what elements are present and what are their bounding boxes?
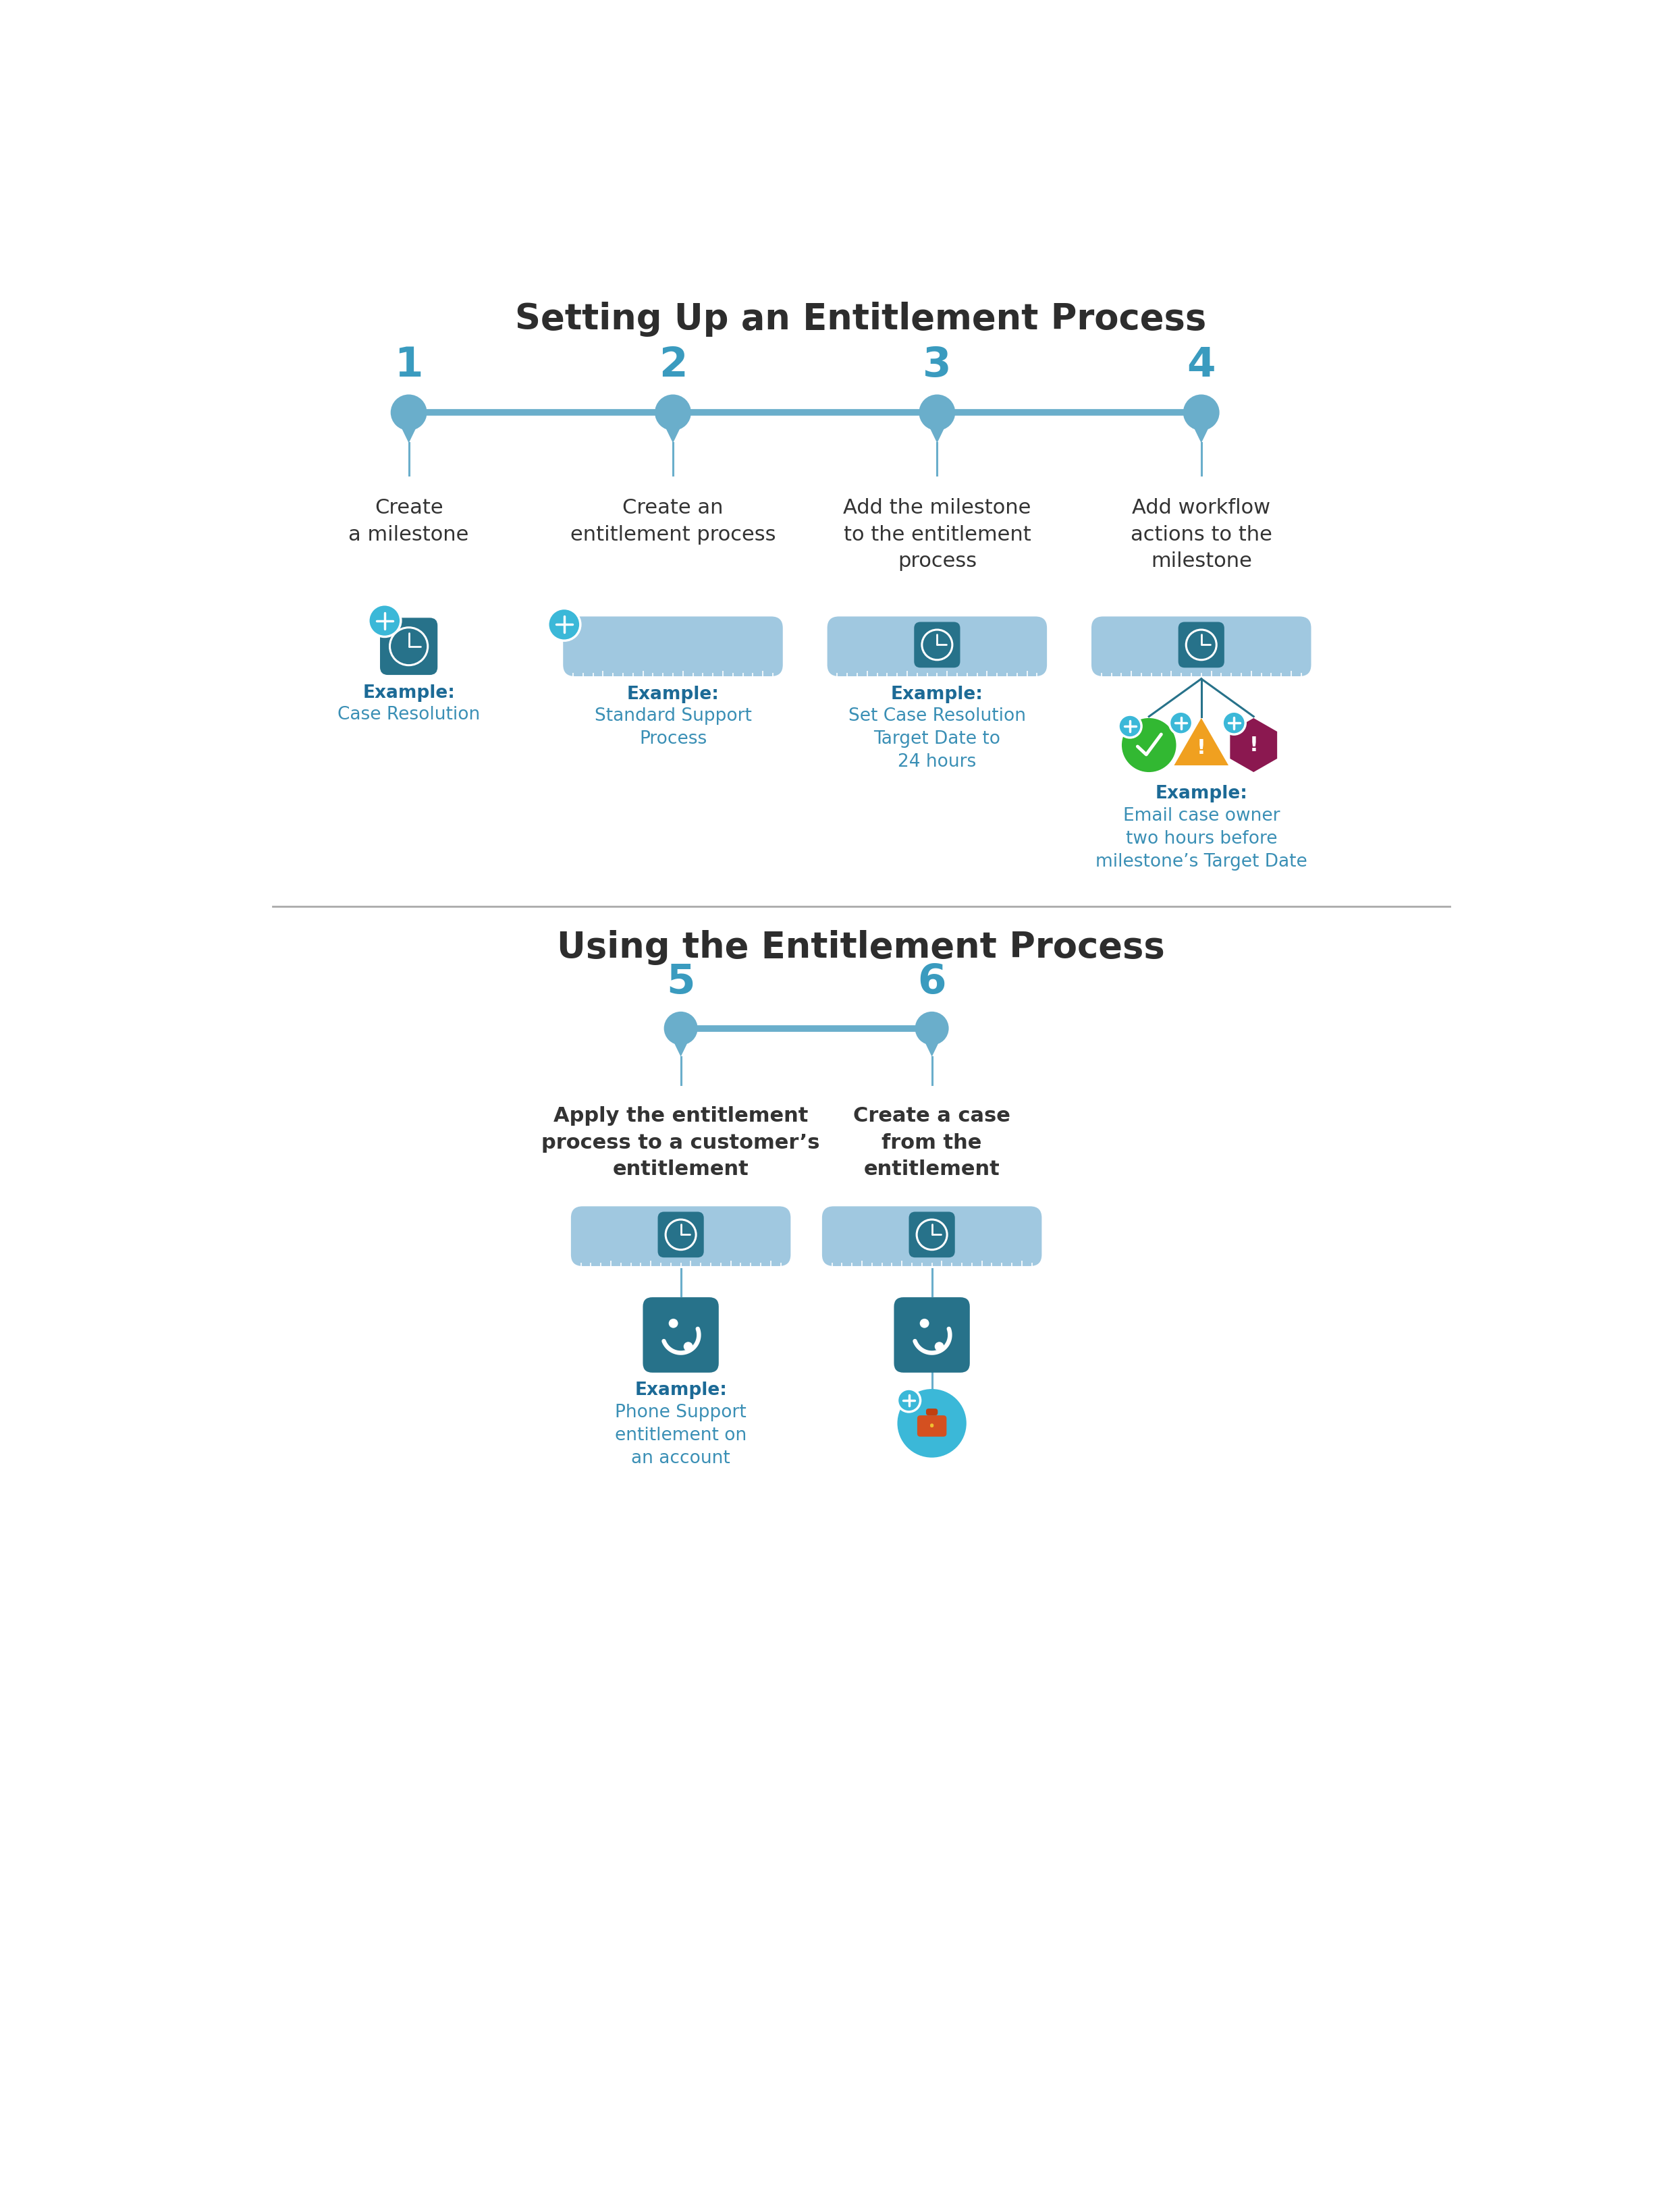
Polygon shape (1188, 413, 1215, 444)
Polygon shape (1174, 717, 1228, 765)
FancyBboxPatch shape (827, 616, 1047, 675)
Circle shape (1169, 710, 1193, 734)
Circle shape (919, 1318, 929, 1327)
FancyBboxPatch shape (1092, 616, 1310, 675)
Circle shape (655, 393, 690, 431)
FancyBboxPatch shape (571, 1207, 791, 1266)
Text: 3: 3 (922, 345, 951, 385)
Polygon shape (919, 1030, 944, 1056)
FancyBboxPatch shape (380, 619, 437, 675)
FancyBboxPatch shape (926, 1408, 937, 1414)
Polygon shape (667, 1030, 694, 1056)
Circle shape (684, 1342, 692, 1351)
Text: Example:: Example: (1156, 785, 1248, 802)
Circle shape (919, 393, 956, 431)
Text: Create an
entitlement process: Create an entitlement process (570, 498, 776, 544)
Circle shape (1119, 715, 1141, 737)
Polygon shape (922, 413, 951, 444)
Text: Set Case Resolution
Target Date to
24 hours: Set Case Resolution Target Date to 24 ho… (848, 708, 1026, 772)
Text: Example:: Example: (635, 1382, 727, 1399)
Text: !: ! (1248, 734, 1258, 754)
FancyBboxPatch shape (909, 1211, 954, 1257)
Polygon shape (395, 413, 423, 444)
Text: 5: 5 (667, 962, 696, 1003)
Text: 1: 1 (395, 345, 423, 385)
Text: 2: 2 (659, 345, 687, 385)
FancyBboxPatch shape (917, 1414, 946, 1436)
Circle shape (391, 393, 427, 431)
Text: Example:: Example: (363, 684, 455, 702)
Circle shape (934, 1342, 944, 1351)
Text: Example:: Example: (890, 686, 983, 704)
Polygon shape (1230, 717, 1277, 772)
Circle shape (1183, 393, 1220, 431)
Text: Example:: Example: (627, 686, 719, 704)
Text: Phone Support
entitlement on
an account: Phone Support entitlement on an account (615, 1403, 746, 1467)
Text: !: ! (1196, 739, 1206, 759)
FancyBboxPatch shape (659, 1211, 704, 1257)
FancyBboxPatch shape (563, 616, 783, 675)
FancyBboxPatch shape (914, 623, 961, 667)
Circle shape (548, 608, 580, 640)
Circle shape (1223, 710, 1245, 734)
Text: Case Resolution: Case Resolution (338, 706, 480, 724)
Text: Email case owner
two hours before
milestone’s Target Date: Email case owner two hours before milest… (1095, 807, 1307, 870)
Text: 4: 4 (1188, 345, 1216, 385)
FancyBboxPatch shape (931, 1423, 934, 1427)
Text: Create
a milestone: Create a milestone (348, 498, 469, 544)
Text: Add workflow
actions to the
milestone: Add workflow actions to the milestone (1131, 498, 1272, 571)
Circle shape (669, 1318, 679, 1327)
Text: 6: 6 (917, 962, 946, 1003)
Text: Apply the entitlement
process to a customer’s
entitlement: Apply the entitlement process to a custo… (541, 1106, 820, 1178)
Text: Setting Up an Entitlement Process: Setting Up an Entitlement Process (516, 302, 1206, 337)
Polygon shape (659, 413, 687, 444)
Text: Add the milestone
to the entitlement
process: Add the milestone to the entitlement pro… (843, 498, 1032, 571)
FancyBboxPatch shape (643, 1296, 719, 1373)
FancyBboxPatch shape (1178, 623, 1225, 667)
Circle shape (897, 1388, 921, 1412)
Circle shape (664, 1012, 697, 1045)
Text: Using the Entitlement Process: Using the Entitlement Process (556, 931, 1164, 966)
Circle shape (368, 606, 402, 636)
FancyBboxPatch shape (894, 1296, 969, 1373)
Circle shape (1122, 717, 1176, 772)
Text: Standard Support
Process: Standard Support Process (595, 708, 751, 748)
Text: Create a case
from the
entitlement: Create a case from the entitlement (853, 1106, 1010, 1178)
Circle shape (916, 1012, 949, 1045)
FancyBboxPatch shape (822, 1207, 1042, 1266)
Circle shape (897, 1388, 966, 1458)
